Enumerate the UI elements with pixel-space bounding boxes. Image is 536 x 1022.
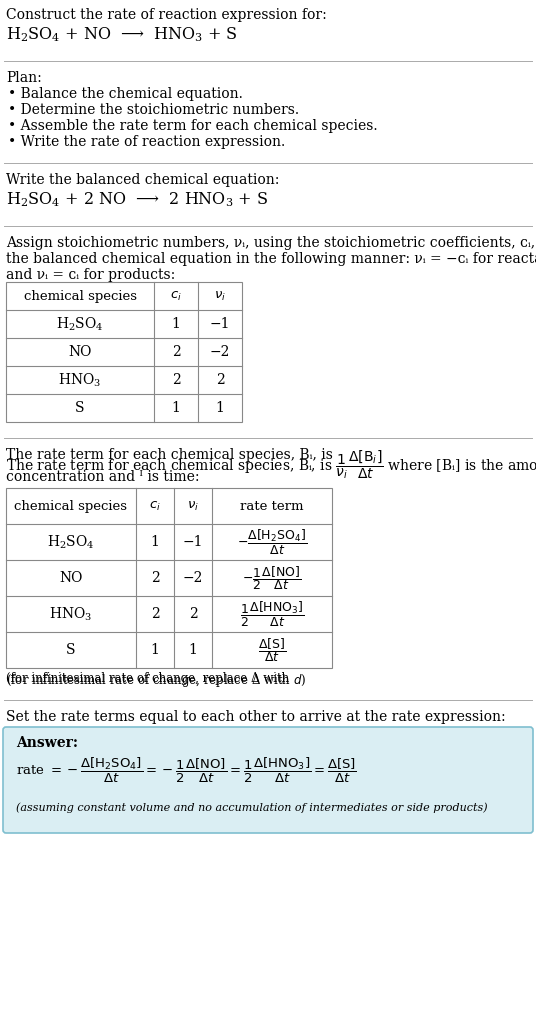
Text: chemical species: chemical species (14, 500, 128, 512)
Text: (for infinitesimal rate of change, replace Δ with $d$): (for infinitesimal rate of change, repla… (6, 672, 307, 689)
Text: $-\dfrac{\Delta[\mathrm{H_2SO_4}]}{\Delta t}$: $-\dfrac{\Delta[\mathrm{H_2SO_4}]}{\Delt… (237, 527, 307, 557)
Text: 1: 1 (172, 401, 181, 415)
Text: Write the balanced chemical equation:: Write the balanced chemical equation: (6, 173, 279, 187)
Text: 1: 1 (151, 535, 159, 549)
Text: −2: −2 (183, 571, 203, 585)
Text: The rate term for each chemical species, Bᵢ, is: The rate term for each chemical species,… (6, 448, 337, 462)
Text: concentration and ᴵ is time:: concentration and ᴵ is time: (6, 470, 199, 484)
Text: Construct the rate of reaction expression for:: Construct the rate of reaction expressio… (6, 8, 327, 22)
Text: $\mathregular{H_2SO_4}$: $\mathregular{H_2SO_4}$ (56, 316, 104, 333)
Text: 2: 2 (172, 373, 181, 387)
Text: • Write the rate of reaction expression.: • Write the rate of reaction expression. (8, 135, 285, 149)
Text: the balanced chemical equation in the following manner: νᵢ = −ᴄᵢ for reactants: the balanced chemical equation in the fo… (6, 252, 536, 266)
Text: S: S (75, 401, 85, 415)
Text: Plan:: Plan: (6, 71, 42, 85)
Bar (6, 487, 332, 668)
Text: −1: −1 (210, 317, 230, 331)
Text: (for infinitesimal rate of change, replace Δ with: (for infinitesimal rate of change, repla… (6, 672, 293, 685)
Text: 1: 1 (215, 401, 225, 415)
Text: S: S (66, 643, 76, 657)
Text: $\mathregular{H_2SO_4}$: $\mathregular{H_2SO_4}$ (47, 533, 95, 551)
Text: $\dfrac{\Delta[\mathrm{S}]}{\Delta t}$: $\dfrac{\Delta[\mathrm{S}]}{\Delta t}$ (258, 636, 286, 664)
Text: −1: −1 (183, 535, 203, 549)
Text: $\dfrac{1}{2}\dfrac{\Delta[\mathrm{HNO_3}]}{\Delta t}$: $\dfrac{1}{2}\dfrac{\Delta[\mathrm{HNO_3… (240, 600, 304, 629)
Text: $\mathregular{H_2SO_4}$ + NO  ⟶  $\mathregular{HNO_3}$ + S: $\mathregular{H_2SO_4}$ + NO ⟶ $\mathreg… (6, 25, 238, 44)
Text: (assuming constant volume and no accumulation of intermediates or side products): (assuming constant volume and no accumul… (16, 802, 488, 812)
Text: 1: 1 (172, 317, 181, 331)
Text: $\mathregular{HNO_3}$: $\mathregular{HNO_3}$ (49, 605, 93, 622)
FancyBboxPatch shape (3, 727, 533, 833)
Text: • Determine the stoichiometric numbers.: • Determine the stoichiometric numbers. (8, 103, 299, 117)
Text: 2: 2 (172, 345, 181, 359)
Text: rate term: rate term (240, 500, 304, 512)
Text: • Assemble the rate term for each chemical species.: • Assemble the rate term for each chemic… (8, 119, 378, 133)
Text: Assign stoichiometric numbers, νᵢ, using the stoichiometric coefficients, ᴄᵢ, fr: Assign stoichiometric numbers, νᵢ, using… (6, 236, 536, 250)
Text: 2: 2 (151, 571, 159, 585)
Text: $\mathregular{H_2SO_4}$ + 2 NO  ⟶  2 $\mathregular{HNO_3}$ + S: $\mathregular{H_2SO_4}$ + 2 NO ⟶ 2 $\mat… (6, 190, 268, 208)
Text: $\mathregular{HNO_3}$: $\mathregular{HNO_3}$ (58, 371, 102, 388)
Text: NO: NO (68, 345, 92, 359)
Text: The rate term for each chemical species, Bᵢ, is $\dfrac{1}{\nu_i}\dfrac{\Delta[\: The rate term for each chemical species,… (6, 448, 536, 480)
Text: $\nu_i$: $\nu_i$ (187, 500, 199, 513)
Text: NO: NO (59, 571, 83, 585)
Text: −2: −2 (210, 345, 230, 359)
Text: 2: 2 (215, 373, 225, 387)
Text: Answer:: Answer: (16, 736, 78, 750)
Text: and νᵢ = ᴄᵢ for products:: and νᵢ = ᴄᵢ for products: (6, 268, 175, 282)
Bar (6, 282, 242, 422)
Text: $\nu_i$: $\nu_i$ (214, 289, 226, 303)
Text: 2: 2 (151, 607, 159, 621)
Text: • Balance the chemical equation.: • Balance the chemical equation. (8, 87, 243, 101)
Text: Set the rate terms equal to each other to arrive at the rate expression:: Set the rate terms equal to each other t… (6, 710, 505, 724)
Text: 1: 1 (189, 643, 197, 657)
Text: $c_i$: $c_i$ (170, 289, 182, 303)
Text: rate $= -\dfrac{\Delta[\mathrm{H_2SO_4}]}{\Delta t} = -\dfrac{1}{2}\dfrac{\Delta: rate $= -\dfrac{\Delta[\mathrm{H_2SO_4}]… (16, 756, 357, 785)
Text: 1: 1 (151, 643, 159, 657)
Text: $-\dfrac{1}{2}\dfrac{\Delta[\mathrm{NO}]}{\Delta t}$: $-\dfrac{1}{2}\dfrac{\Delta[\mathrm{NO}]… (242, 564, 302, 592)
Text: 2: 2 (189, 607, 197, 621)
Text: chemical species: chemical species (24, 289, 137, 303)
Text: $c_i$: $c_i$ (149, 500, 161, 513)
